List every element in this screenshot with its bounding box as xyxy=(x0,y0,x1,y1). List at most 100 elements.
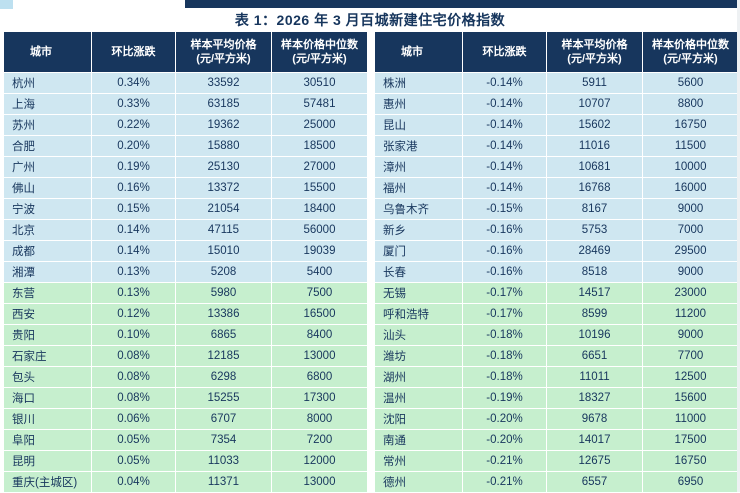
city-cell: 株洲 xyxy=(374,72,463,94)
city-cell: 漳州 xyxy=(374,156,463,178)
change-header: 环比涨跌 xyxy=(462,31,547,73)
city-cell: 湖州 xyxy=(374,366,463,388)
city-cell: 石家庄 xyxy=(3,345,92,367)
change-cell: -0.21% xyxy=(462,450,547,472)
change-cell: 0.06% xyxy=(91,408,176,430)
median-price-header-line2: (元/平方米) xyxy=(292,53,347,65)
table-row: 苏州 0.22% 19362 25000 xyxy=(3,114,368,136)
right-table: 城市 环比涨跌 样本平均价格 (元/平方米) 样本价格中位数 (元/平方米) 株… xyxy=(374,31,739,493)
city-cell: 重庆(主城区) xyxy=(3,471,92,493)
median-price-cell: 56000 xyxy=(271,219,368,241)
change-cell: -0.20% xyxy=(462,408,547,430)
table-row: 昆明 0.05% 11033 12000 xyxy=(3,450,368,472)
median-price-cell: 16500 xyxy=(271,303,368,325)
median-price-cell: 15600 xyxy=(642,387,739,409)
avg-price-cell: 6557 xyxy=(546,471,643,493)
avg-price-cell: 6651 xyxy=(546,345,643,367)
avg-price-cell: 14517 xyxy=(546,282,643,304)
table-row: 湖州 -0.18% 11011 12500 xyxy=(374,366,739,388)
avg-price-cell: 11371 xyxy=(175,471,272,493)
avg-price-cell: 15880 xyxy=(175,135,272,157)
median-price-cell: 27000 xyxy=(271,156,368,178)
corner-artifact xyxy=(0,0,13,9)
table-row: 宁波 0.15% 21054 18400 xyxy=(3,198,368,220)
table-row: 常州 -0.21% 12675 16750 xyxy=(374,450,739,472)
change-cell: -0.17% xyxy=(462,303,547,325)
median-price-cell: 8400 xyxy=(271,324,368,346)
avg-price-cell: 28469 xyxy=(546,240,643,262)
change-cell: 0.33% xyxy=(91,93,176,115)
median-price-cell: 13000 xyxy=(271,345,368,367)
city-cell: 新乡 xyxy=(374,219,463,241)
city-cell: 杭州 xyxy=(3,72,92,94)
avg-price-cell: 6707 xyxy=(175,408,272,430)
change-cell: 0.13% xyxy=(91,282,176,304)
median-price-cell: 8000 xyxy=(271,408,368,430)
change-cell: 0.13% xyxy=(91,261,176,283)
city-cell: 西安 xyxy=(3,303,92,325)
city-cell: 海口 xyxy=(3,387,92,409)
change-cell: -0.14% xyxy=(462,156,547,178)
avg-price-cell: 13372 xyxy=(175,177,272,199)
change-cell: 0.05% xyxy=(91,450,176,472)
right-table-body: 株洲 -0.14% 5911 5600 惠州 -0.14% 10707 8800 昆山 -0.14… xyxy=(374,72,739,493)
city-cell: 常州 xyxy=(374,450,463,472)
avg-price-cell: 15010 xyxy=(175,240,272,262)
avg-price-cell: 11011 xyxy=(546,366,643,388)
city-cell: 广州 xyxy=(3,156,92,178)
change-cell: 0.22% xyxy=(91,114,176,136)
avg-price-cell: 12185 xyxy=(175,345,272,367)
avg-price-header-line2: (元/平方米) xyxy=(567,53,622,65)
change-cell: 0.04% xyxy=(91,471,176,493)
table-row: 无锡 -0.17% 14517 23000 xyxy=(374,282,739,304)
avg-price-cell: 33592 xyxy=(175,72,272,94)
change-cell: 0.08% xyxy=(91,366,176,388)
table-row: 漳州 -0.14% 10681 10000 xyxy=(374,156,739,178)
change-cell: 0.05% xyxy=(91,429,176,451)
change-cell: 0.16% xyxy=(91,177,176,199)
avg-price-cell: 6298 xyxy=(175,366,272,388)
table-row: 包头 0.08% 6298 6800 xyxy=(3,366,368,388)
change-cell: -0.14% xyxy=(462,135,547,157)
city-cell: 苏州 xyxy=(3,114,92,136)
city-cell: 包头 xyxy=(3,366,92,388)
change-cell: 0.08% xyxy=(91,345,176,367)
city-cell: 沈阳 xyxy=(374,408,463,430)
avg-price-cell: 15255 xyxy=(175,387,272,409)
median-price-cell: 7500 xyxy=(271,282,368,304)
median-price-cell: 7200 xyxy=(271,429,368,451)
median-price-cell: 57481 xyxy=(271,93,368,115)
page-right-edge xyxy=(737,0,740,492)
change-cell: 0.15% xyxy=(91,198,176,220)
change-cell: -0.14% xyxy=(462,72,547,94)
median-price-cell: 10000 xyxy=(642,156,739,178)
table-row: 德州 -0.21% 6557 6950 xyxy=(374,471,739,493)
table-row: 北京 0.14% 47115 56000 xyxy=(3,219,368,241)
median-price-cell: 11200 xyxy=(642,303,739,325)
table-row: 佛山 0.16% 13372 15500 xyxy=(3,177,368,199)
city-cell: 湘潭 xyxy=(3,261,92,283)
median-price-cell: 30510 xyxy=(271,72,368,94)
median-price-cell: 16000 xyxy=(642,177,739,199)
change-cell: 0.19% xyxy=(91,156,176,178)
median-price-header-line1: 样本价格中位数 xyxy=(281,38,358,51)
table-row: 阜阳 0.05% 7354 7200 xyxy=(3,429,368,451)
city-cell: 成都 xyxy=(3,240,92,262)
avg-price-header: 样本平均价格 (元/平方米) xyxy=(175,31,272,73)
city-cell: 东营 xyxy=(3,282,92,304)
city-cell: 北京 xyxy=(3,219,92,241)
header-row: 城市 环比涨跌 样本平均价格 (元/平方米) 样本价格中位数 (元/平方米) xyxy=(374,31,739,73)
city-cell: 惠州 xyxy=(374,93,463,115)
median-price-cell: 8800 xyxy=(642,93,739,115)
change-cell: 0.12% xyxy=(91,303,176,325)
avg-price-header-line1: 样本平均价格 xyxy=(561,38,628,51)
city-cell: 南通 xyxy=(374,429,463,451)
avg-price-cell: 9678 xyxy=(546,408,643,430)
table-row: 海口 0.08% 15255 17300 xyxy=(3,387,368,409)
avg-price-cell: 25130 xyxy=(175,156,272,178)
change-cell: -0.16% xyxy=(462,219,547,241)
avg-price-header: 样本平均价格 (元/平方米) xyxy=(546,31,643,73)
table-row: 杭州 0.34% 33592 30510 xyxy=(3,72,368,94)
city-cell: 上海 xyxy=(3,93,92,115)
median-price-cell: 7000 xyxy=(642,219,739,241)
